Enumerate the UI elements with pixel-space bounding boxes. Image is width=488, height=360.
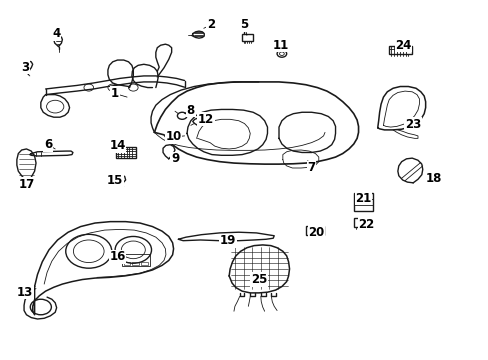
Text: 2: 2	[206, 18, 215, 31]
Text: 16: 16	[109, 251, 125, 264]
Bar	[388, 46, 411, 54]
Text: 4: 4	[52, 27, 61, 40]
Bar	[116, 147, 136, 158]
Bar	[353, 193, 372, 211]
Text: 8: 8	[186, 104, 195, 117]
Text: 23: 23	[404, 118, 421, 131]
Text: 25: 25	[250, 273, 266, 286]
Text: 6: 6	[44, 138, 52, 151]
Text: 9: 9	[170, 152, 179, 165]
Bar	[141, 262, 147, 265]
Text: 5: 5	[240, 18, 248, 31]
Text: 18: 18	[425, 172, 441, 185]
Text: 1: 1	[111, 87, 119, 100]
Text: 17: 17	[18, 178, 35, 191]
Text: 21: 21	[354, 192, 371, 205]
Text: 22: 22	[358, 217, 374, 231]
Bar	[122, 254, 150, 266]
Bar	[242, 34, 252, 41]
Text: 3: 3	[21, 60, 29, 73]
Text: 11: 11	[272, 39, 288, 52]
Text: 15: 15	[107, 174, 123, 187]
Text: 12: 12	[198, 113, 214, 126]
Text: 10: 10	[165, 130, 182, 143]
Bar	[132, 262, 139, 265]
Text: 19: 19	[219, 234, 235, 247]
Text: 13: 13	[17, 286, 33, 299]
Bar	[123, 262, 130, 265]
Text: 7: 7	[307, 161, 315, 174]
Bar	[305, 226, 324, 235]
Bar	[353, 218, 370, 226]
Text: 14: 14	[109, 139, 125, 152]
Text: 20: 20	[307, 226, 324, 239]
Text: 24: 24	[395, 39, 411, 52]
